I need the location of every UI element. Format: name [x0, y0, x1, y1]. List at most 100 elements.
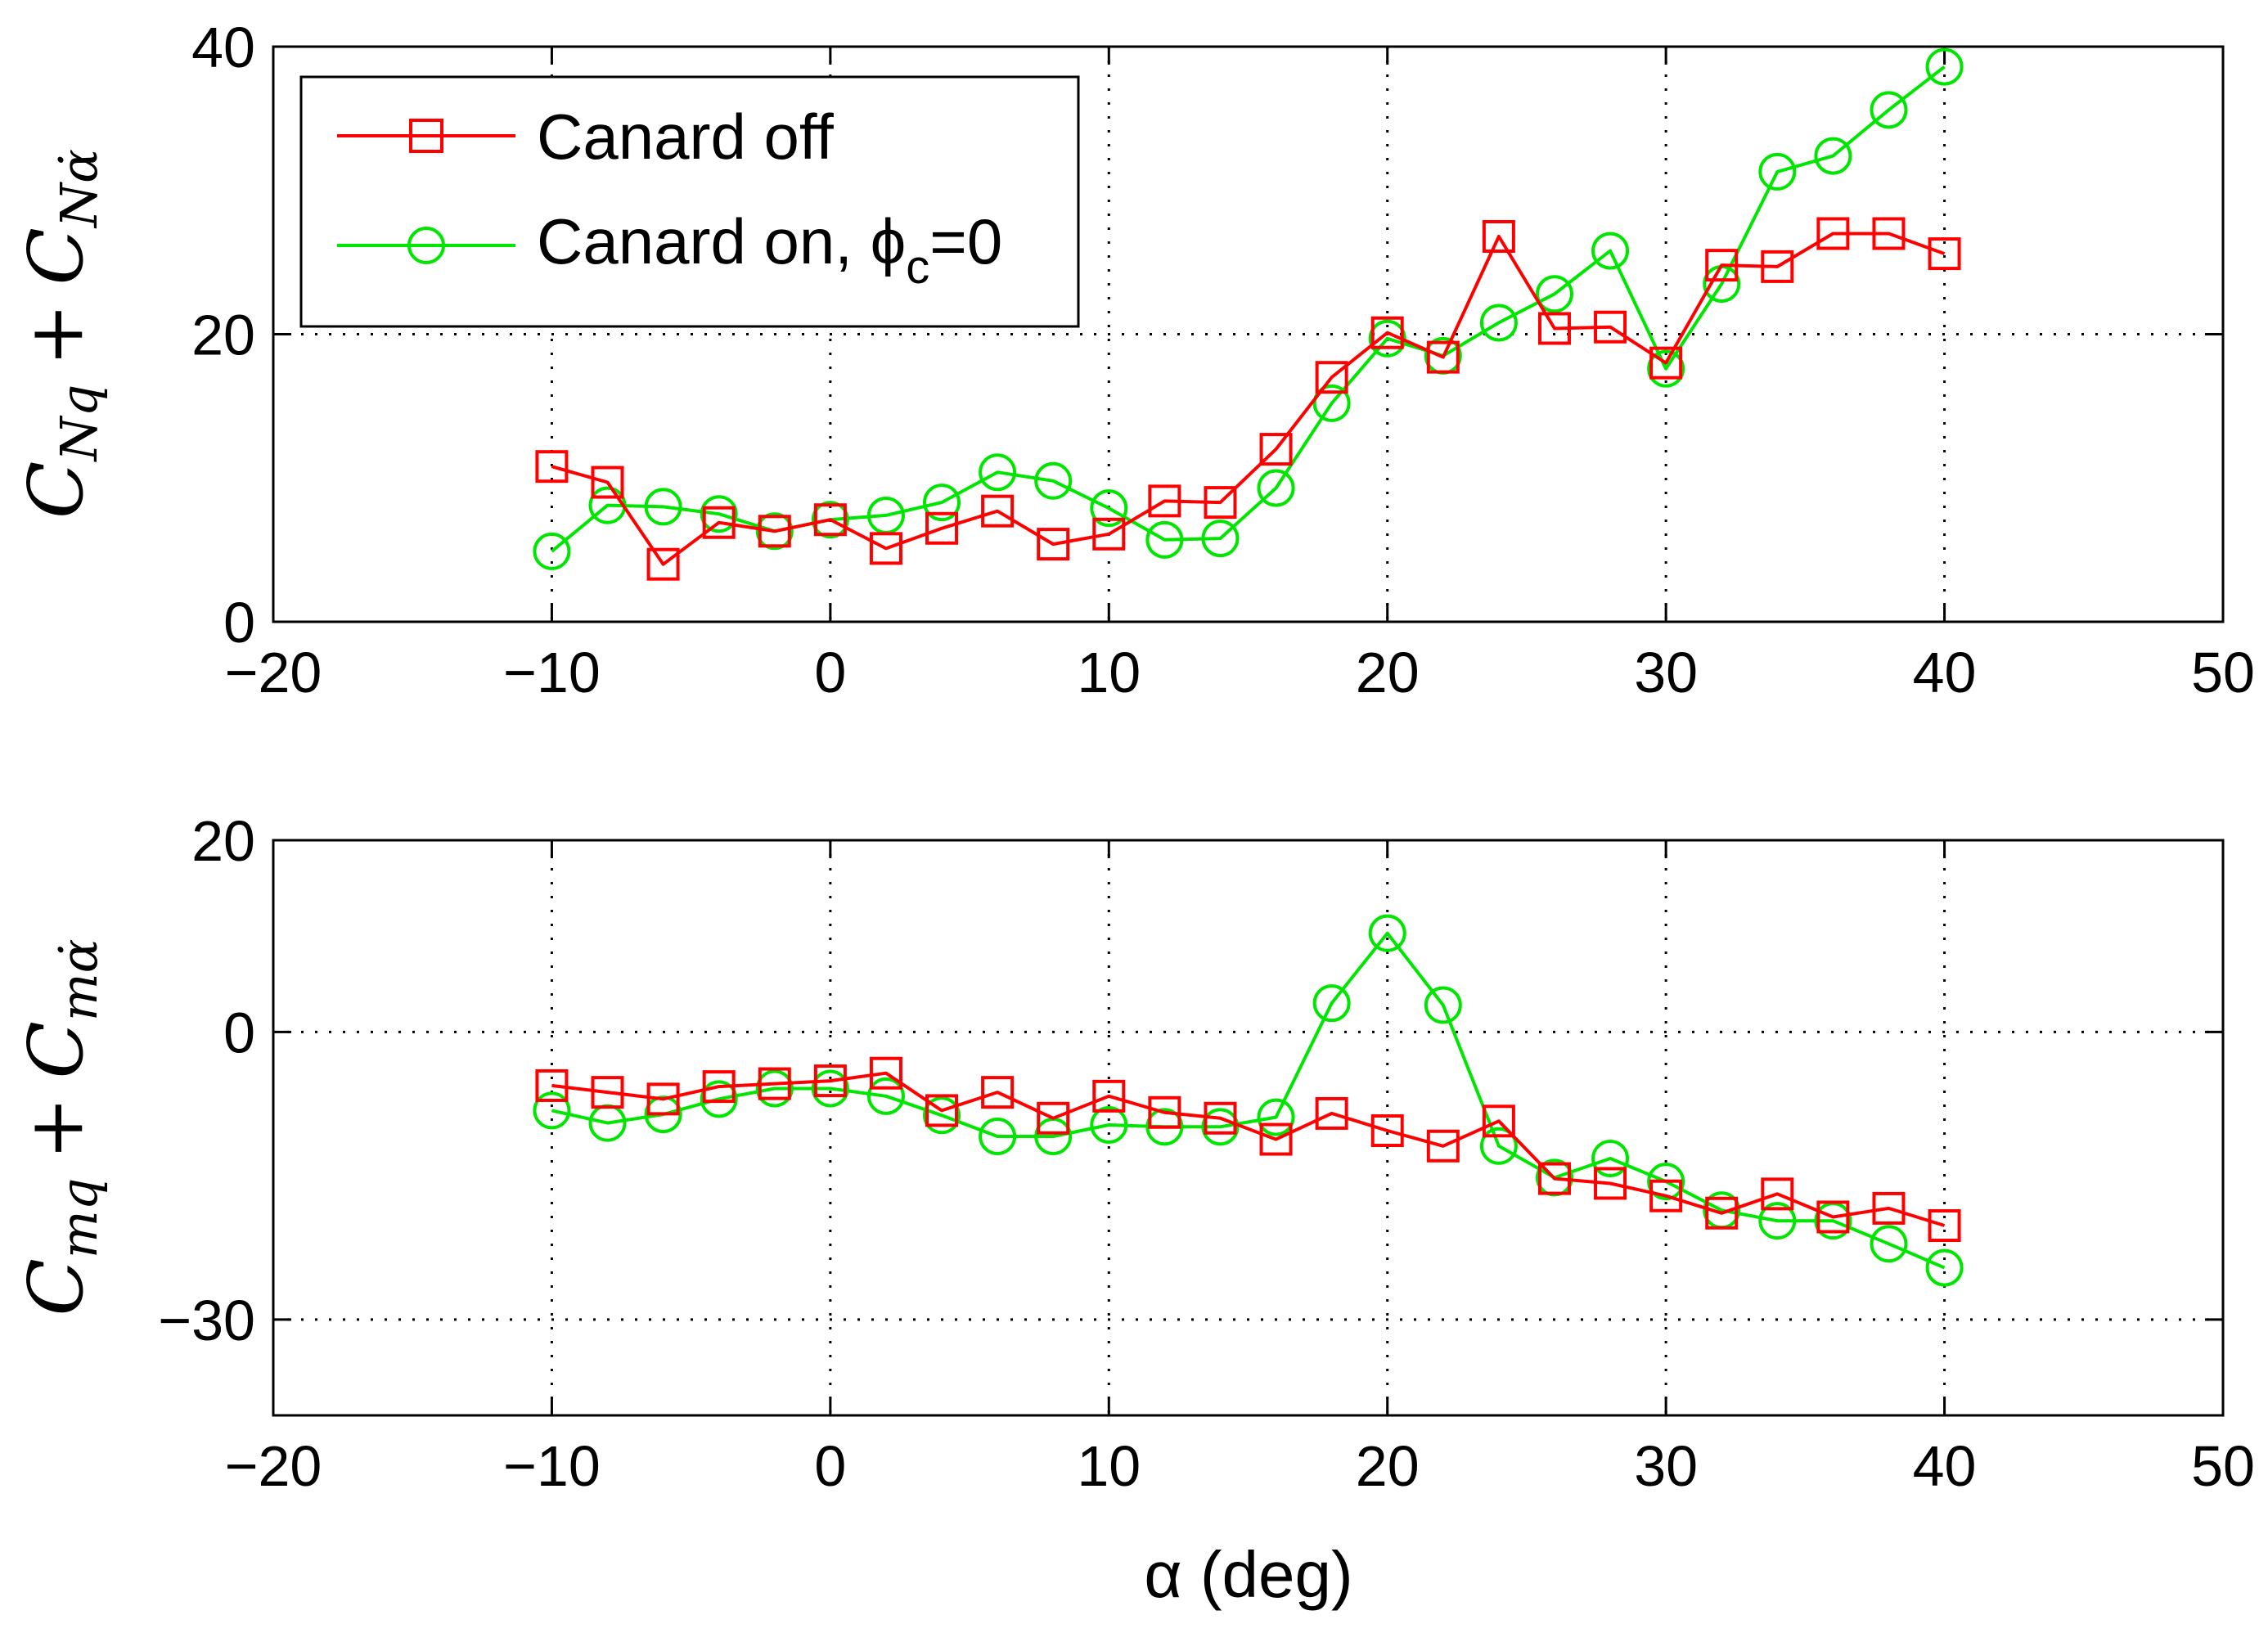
- data-point-square: [1482, 1104, 1515, 1138]
- data-point-square: [1649, 346, 1683, 380]
- bottom-y-axis-label: Cmq+Cmα̇: [12, 938, 109, 1316]
- data-point-square: [758, 515, 791, 548]
- bottom-chart: −20 −10 0 10 20 30 40 50 −30 0 20 Cmq+Cmα̇ α (deg): [12, 809, 2255, 1611]
- data-point-circle: [644, 488, 682, 526]
- data-point-circle: [1814, 137, 1852, 175]
- data-point-square: [702, 1070, 736, 1104]
- data-point-square: [1259, 1122, 1293, 1156]
- data-point-circle: [1034, 461, 1073, 500]
- bottom-plot-frame: [272, 839, 2225, 1417]
- data-point-square: [1148, 1095, 1181, 1129]
- y-tick-label: 40: [191, 16, 255, 79]
- data-point-square: [813, 503, 847, 537]
- data-point-circle: [1201, 520, 1240, 558]
- y-tick-label: 20: [191, 304, 255, 367]
- top-y-axis-label: CNq+CNα̇: [12, 149, 109, 519]
- data-point-square: [925, 511, 959, 545]
- data-point-square: [1594, 310, 1627, 344]
- data-point-square: [1537, 312, 1571, 345]
- data-point-circle: [755, 1069, 794, 1108]
- data-point-square: [1761, 250, 1794, 283]
- x-tick-label: 0: [814, 641, 846, 704]
- data-point-circle: [979, 453, 1017, 492]
- series-canard-off: [535, 1056, 1961, 1243]
- x-tick-label: 40: [1913, 641, 1977, 704]
- x-axis-label: α (deg): [1144, 1538, 1352, 1611]
- data-point-square: [981, 1076, 1015, 1109]
- data-point-square: [1426, 1129, 1460, 1163]
- data-point-square: [1204, 1101, 1237, 1135]
- data-point-circle: [700, 495, 738, 533]
- x-tick-label: −20: [225, 1434, 322, 1498]
- data-point-circle: [1591, 232, 1630, 270]
- data-point-circle: [923, 1096, 961, 1135]
- data-point-circle: [979, 1118, 1017, 1156]
- data-point-square: [702, 506, 736, 539]
- data-point-square: [1816, 217, 1850, 250]
- data-point-square: [1872, 217, 1906, 250]
- x-tick-label: 20: [1356, 1434, 1420, 1498]
- data-point-square: [1649, 1179, 1683, 1212]
- series-canard-on: [533, 914, 1964, 1287]
- top-chart: −20 −10 0 10 20 30 40 50 0 20 40 CNq+CNα̇ Canard o…: [12, 16, 2255, 704]
- data-point-square: [869, 1056, 902, 1090]
- data-point-circle: [700, 1080, 738, 1118]
- data-point-square: [591, 466, 624, 499]
- data-point-circle: [923, 484, 961, 522]
- legend-box: [299, 75, 1080, 328]
- series-line: [551, 931, 1946, 1270]
- data-point-circle: [1424, 986, 1462, 1024]
- data-point-square: [646, 547, 680, 581]
- data-point-circle: [1090, 1105, 1128, 1144]
- data-point-square: [1594, 1167, 1627, 1200]
- series-line: [551, 1071, 1946, 1227]
- x-tick-label: 30: [1634, 641, 1698, 704]
- x-tick-label: 50: [2191, 641, 2255, 704]
- data-point-circle: [1145, 520, 1184, 559]
- legend-marker-square: [409, 119, 443, 153]
- y-tick-label: −30: [158, 1289, 255, 1352]
- data-point-circle: [1145, 1108, 1184, 1146]
- data-point-square: [1370, 316, 1404, 349]
- data-point-circle: [1368, 914, 1406, 952]
- data-point-square: [1816, 1200, 1850, 1234]
- bottom-axis-ticks: −20 −10 0 10 20 30 40 50 −30 0 20: [158, 809, 2255, 1498]
- data-point-square: [535, 450, 569, 484]
- data-point-square: [925, 1094, 959, 1127]
- top-axis-ticks: −20 −10 0 10 20 30 40 50 0 20 40: [191, 16, 2255, 704]
- legend-label-canard-off: Canard off: [537, 101, 834, 173]
- data-point-square: [591, 1076, 624, 1109]
- x-tick-label: 10: [1077, 1434, 1141, 1498]
- data-point-square: [813, 1064, 847, 1098]
- data-point-square: [1761, 1177, 1794, 1211]
- data-point-square: [1315, 361, 1348, 394]
- data-point-circle: [1535, 275, 1573, 313]
- data-point-square: [1204, 486, 1237, 520]
- data-point-circle: [1758, 1202, 1797, 1240]
- data-point-circle: [1479, 1127, 1518, 1165]
- data-point-circle: [1090, 489, 1128, 528]
- data-point-circle: [644, 1095, 682, 1134]
- data-point-square: [1370, 1114, 1404, 1148]
- legend: Canard off Canard on, ϕc=0: [299, 75, 1080, 328]
- data-point-square: [869, 532, 902, 565]
- y-tick-label: 0: [223, 1001, 255, 1064]
- x-tick-label: −20: [225, 641, 322, 704]
- data-point-square: [1037, 1101, 1070, 1135]
- data-point-square: [1148, 484, 1181, 518]
- data-point-circle: [755, 512, 794, 551]
- data-point-square: [1872, 1191, 1906, 1225]
- data-point-circle: [1312, 984, 1351, 1023]
- series-canard-off: [535, 217, 1961, 581]
- bottom-grid: [273, 840, 2223, 1415]
- data-point-square: [1928, 1209, 1961, 1243]
- x-tick-label: 40: [1913, 1434, 1977, 1498]
- data-point-circle: [1257, 469, 1295, 507]
- data-point-circle: [811, 501, 849, 539]
- data-point-circle: [1870, 91, 1908, 129]
- data-point-circle: [1758, 152, 1797, 191]
- data-point-square: [535, 1068, 569, 1102]
- data-point-square: [1092, 517, 1126, 551]
- data-point-square: [1928, 237, 1961, 271]
